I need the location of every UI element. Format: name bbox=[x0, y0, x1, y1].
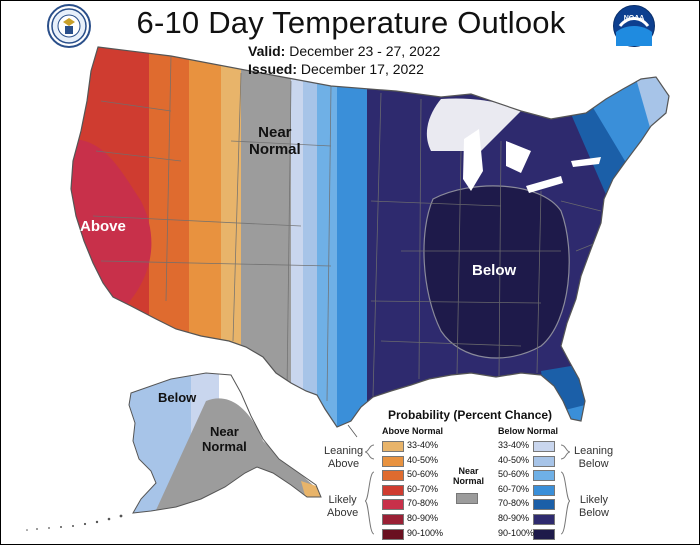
above-map-label: Above bbox=[80, 218, 126, 235]
below-map-label: Below bbox=[472, 262, 517, 279]
lake-huron bbox=[506, 141, 531, 173]
lake-ontario bbox=[571, 157, 601, 167]
above-swatch-1 bbox=[382, 441, 404, 452]
above-bin-label-4: 60-70% bbox=[407, 483, 439, 494]
lake-erie bbox=[526, 176, 563, 193]
above-33-40-band bbox=[221, 47, 243, 427]
above-bin-label-5: 70-80% bbox=[407, 498, 439, 509]
below-40-50-band bbox=[303, 47, 319, 427]
alaska-outline bbox=[128, 372, 322, 514]
near-normal-band bbox=[241, 47, 293, 427]
near-normal-legend-label: Near Normal bbox=[453, 466, 485, 486]
below-bin-label-3: 50-60% bbox=[498, 469, 530, 480]
valid-dates: December 23 - 27, 2022 bbox=[289, 43, 441, 59]
below-90-100-core bbox=[423, 185, 570, 359]
ak-above-33-40 bbox=[301, 481, 321, 501]
legend-title: Probability (Percent Chance) bbox=[388, 408, 553, 422]
below-bin-label-2: 40-50% bbox=[498, 454, 530, 465]
page-title: 6-10 Day Temperature Outlook bbox=[136, 5, 566, 40]
below-swatch-7 bbox=[533, 528, 555, 540]
below-swatch-4 bbox=[533, 484, 555, 496]
above-bin-label-7: 90-100% bbox=[407, 527, 444, 538]
issued-line: Issued: December 17, 2022 bbox=[248, 61, 424, 77]
valid-label: Valid: bbox=[248, 43, 286, 59]
likely-above-label: Likely Above bbox=[327, 494, 359, 519]
above-swatch-2 bbox=[382, 455, 404, 467]
below-bin-label-1: 33-40% bbox=[498, 440, 530, 450]
legend-separator bbox=[347, 424, 358, 438]
below-swatch-6 bbox=[533, 514, 555, 525]
valid-line: Valid: December 23 - 27, 2022 bbox=[248, 43, 440, 59]
issued-date: December 17, 2022 bbox=[300, 61, 424, 77]
above-swatch-5 bbox=[382, 499, 404, 511]
below-swatch-3 bbox=[533, 470, 555, 482]
alaska-below-label: Below bbox=[158, 390, 197, 405]
below-bin-label-7: 90-100% bbox=[498, 527, 535, 538]
above-bin-label-3: 50-60% bbox=[407, 469, 439, 480]
above-bin-label-2: 40-50% bbox=[407, 454, 439, 465]
noaa-logo-icon: NOAA bbox=[613, 5, 655, 47]
below-swatch-5 bbox=[533, 499, 555, 511]
above-swatch-3 bbox=[382, 470, 404, 482]
below-normal-header: Below Normal bbox=[498, 426, 559, 436]
issued-label: Issued: bbox=[248, 61, 298, 77]
likely-below-label: Likely Below bbox=[579, 494, 609, 519]
near-normal-swatch bbox=[456, 493, 478, 504]
lake-superior bbox=[426, 98, 521, 151]
alaska-near-normal-label: Near Normal bbox=[202, 424, 247, 454]
above-normal-header: Above Normal bbox=[382, 426, 444, 436]
below-bin-label-5: 70-80% bbox=[498, 498, 530, 509]
conus-outline bbox=[70, 46, 670, 428]
noaa-logo-text: NOAA bbox=[624, 15, 645, 22]
above-bin-label-1: 33-40% bbox=[407, 440, 439, 450]
above-swatch-4 bbox=[382, 484, 404, 496]
doc-seal-icon bbox=[47, 4, 91, 48]
leaning-above-label: Leaning Above bbox=[324, 445, 364, 470]
lake-michigan bbox=[463, 129, 483, 191]
near-normal-map-label: Near Normal bbox=[249, 124, 301, 159]
below-60-70-band bbox=[337, 47, 367, 427]
below-33-40-band bbox=[291, 47, 305, 427]
aleutian-islands bbox=[26, 514, 123, 531]
state-boundaries bbox=[92, 55, 602, 402]
below-bin-label-4: 60-70% bbox=[498, 483, 530, 494]
below-bin-label-6: 80-90% bbox=[498, 513, 530, 523]
above-swatch-7 bbox=[382, 528, 404, 540]
below-swatch-1 bbox=[533, 441, 555, 452]
above-swatch-6 bbox=[382, 514, 404, 525]
below-swatch-2 bbox=[533, 455, 555, 467]
above-bin-label-6: 80-90% bbox=[407, 513, 439, 523]
below-50-60-band bbox=[317, 47, 339, 427]
leaning-below-label: Leaning Below bbox=[574, 445, 614, 470]
